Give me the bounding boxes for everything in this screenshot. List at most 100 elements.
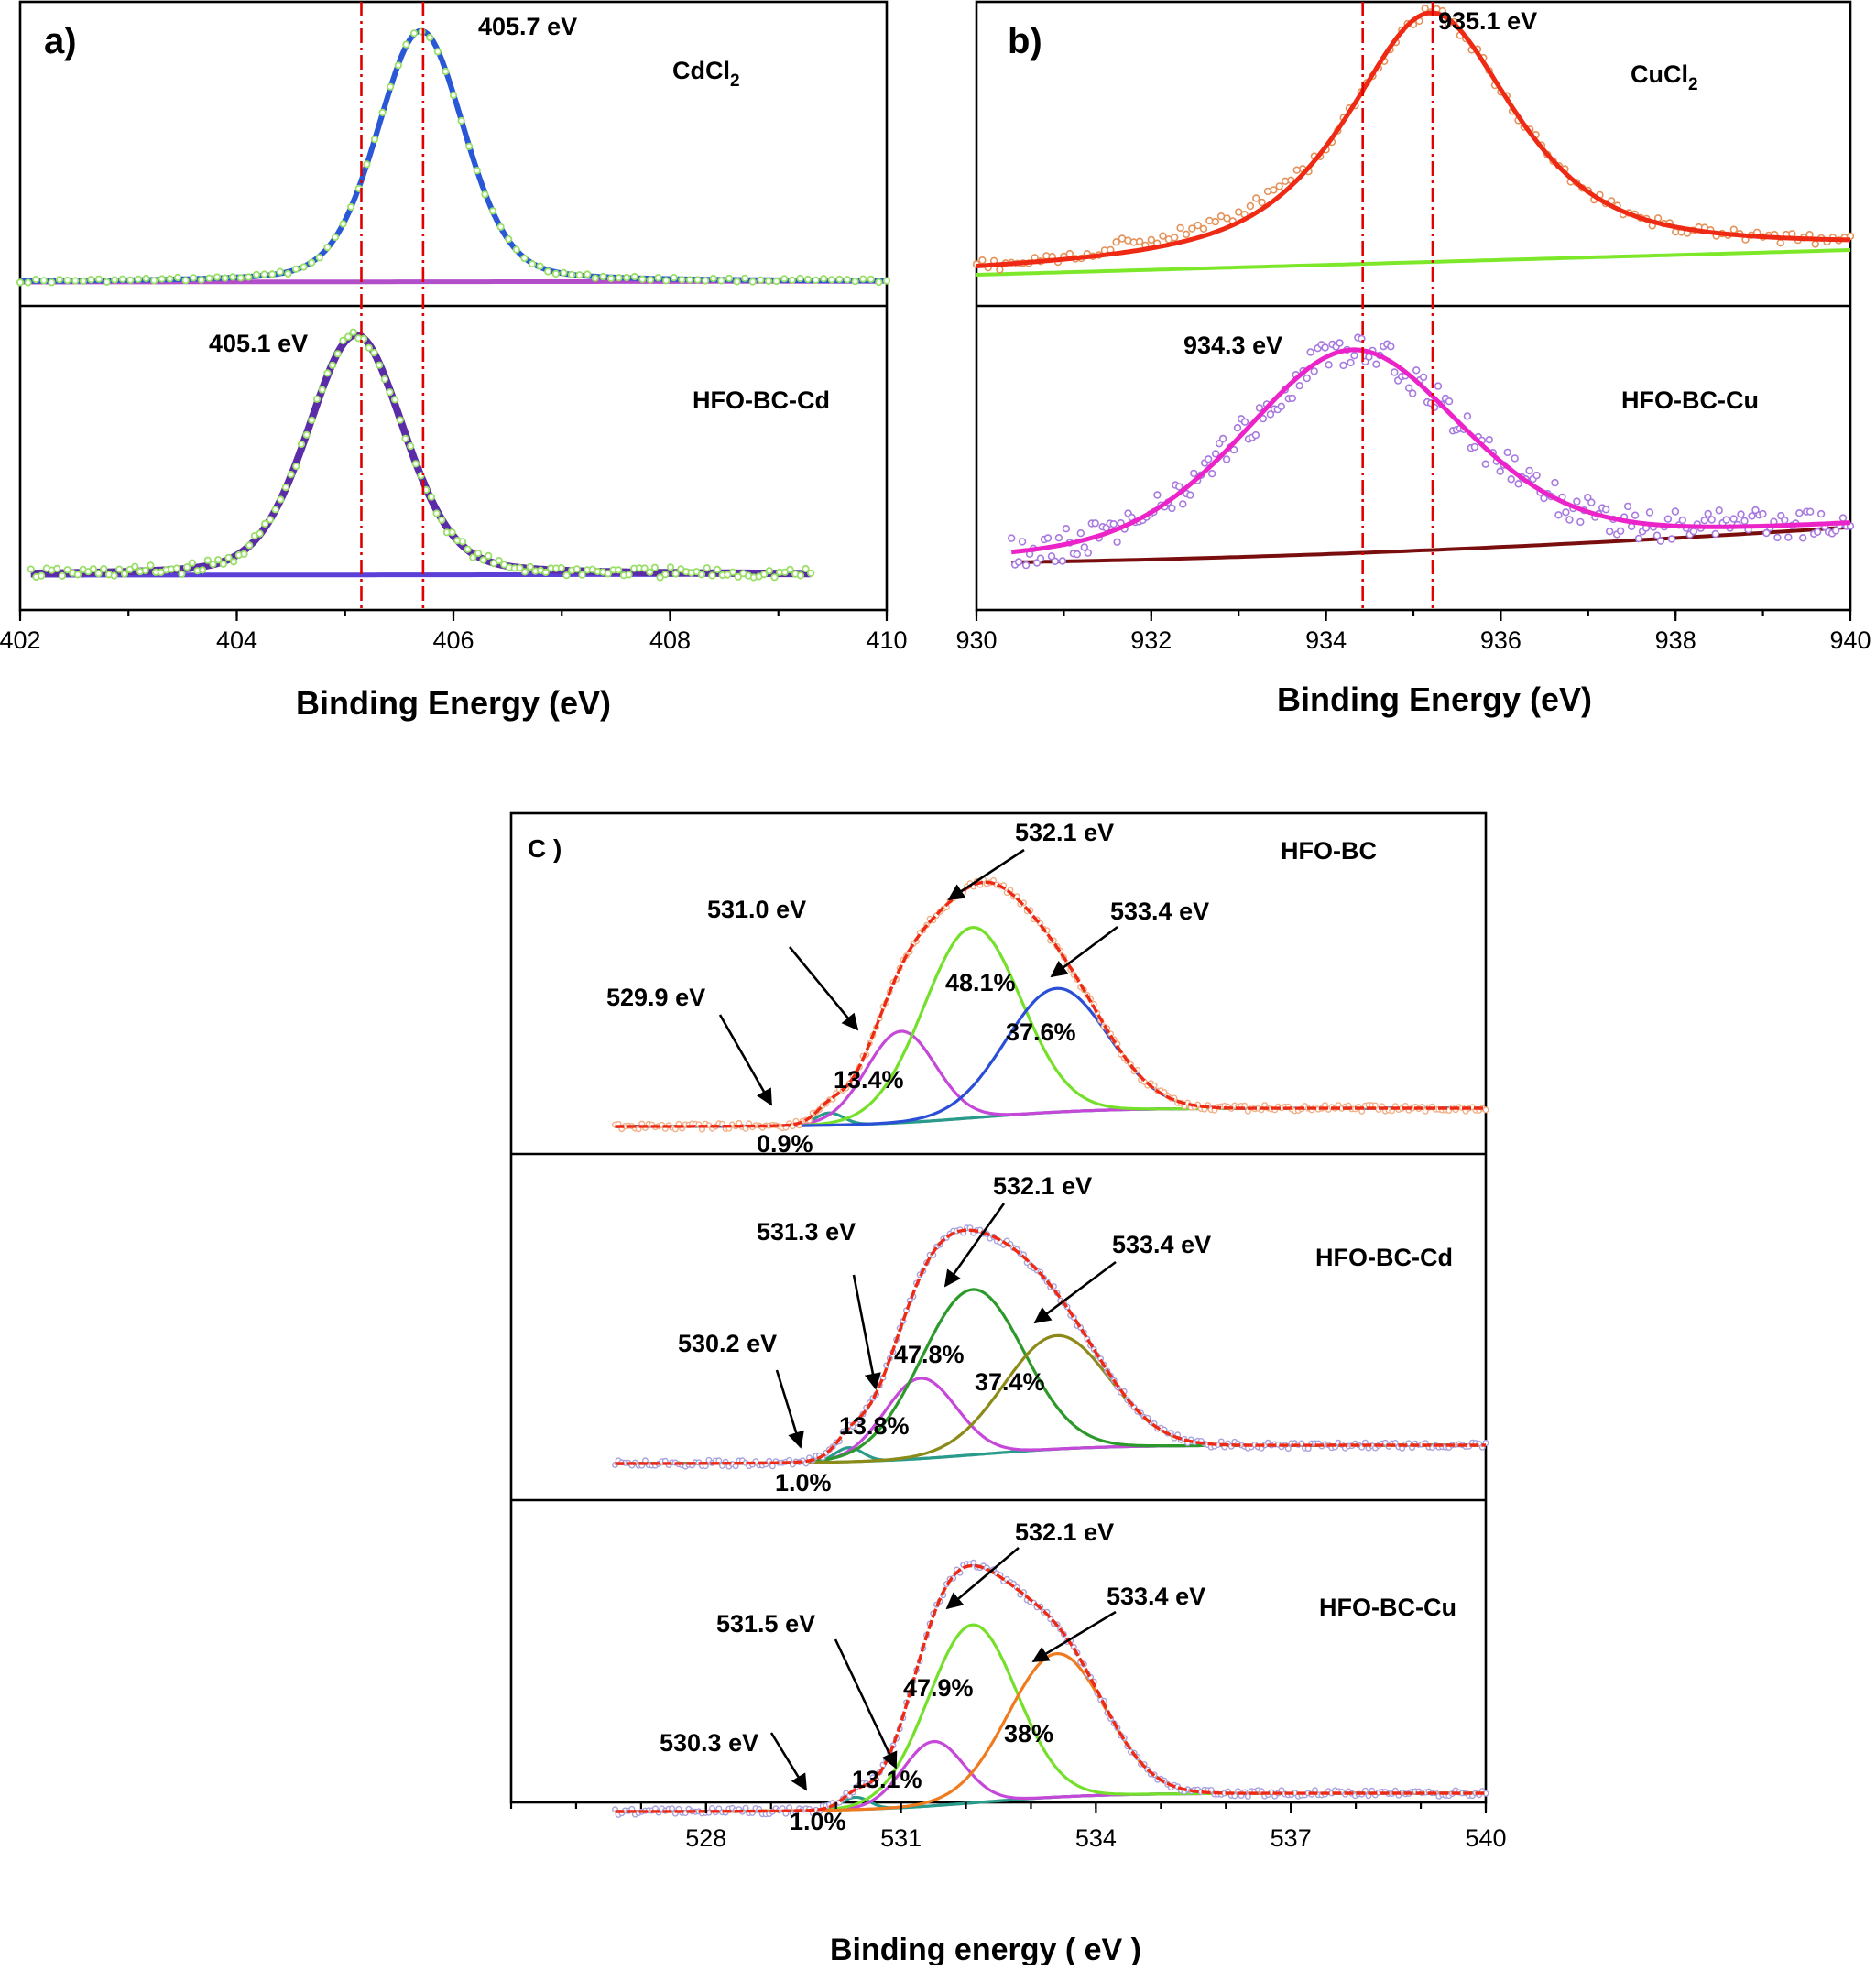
data-point — [111, 276, 119, 284]
data-point — [827, 276, 835, 284]
data-point — [708, 571, 716, 580]
data-point — [1014, 558, 1023, 566]
data-point — [308, 416, 316, 424]
data-point — [479, 556, 487, 564]
panel-a-x-ticks: 402 404 406 408 410 — [0, 610, 908, 654]
envelope-fit — [615, 1563, 1486, 1813]
data-point — [1816, 509, 1826, 518]
data-point — [209, 560, 217, 569]
data-point — [1229, 445, 1238, 454]
data-point — [859, 275, 867, 283]
data-point — [1811, 240, 1820, 248]
data-point — [516, 563, 524, 572]
data-point — [1562, 508, 1570, 517]
data-point — [1805, 507, 1815, 516]
data-point — [1408, 389, 1417, 397]
data-point — [71, 277, 80, 285]
data-point — [1310, 367, 1318, 375]
data-point — [1255, 404, 1264, 412]
data-point — [512, 245, 520, 254]
hfo-bc-cd-arrow-peak3 — [943, 1203, 1006, 1288]
hfo-bc-cd-arrows — [775, 1203, 1117, 1449]
envelope-fit — [615, 880, 1486, 1128]
data-point — [625, 571, 633, 579]
data-point — [488, 207, 497, 215]
x-tick-label: 940 — [1829, 626, 1871, 654]
data-point — [370, 136, 379, 144]
data-point — [284, 269, 292, 278]
x-tick-label: 540 — [1465, 1824, 1506, 1852]
x-tick-label: 534 — [1075, 1824, 1117, 1852]
data-point — [1054, 533, 1063, 542]
data-point — [1021, 561, 1031, 570]
panel-c-letter: C ) — [528, 834, 562, 863]
panel-b: 930 932 934 936 938 940 b) 935.1 eV CuCl2 934… — [955, 0, 1871, 718]
data-point — [394, 61, 402, 70]
data-point — [1507, 475, 1515, 484]
hfo-bc-cu-peak3-percent: 47.9% — [903, 1674, 974, 1702]
data-point — [287, 470, 295, 479]
data-point — [312, 395, 322, 403]
data-point — [1434, 382, 1443, 390]
data-point — [1051, 557, 1060, 565]
data-point — [1058, 557, 1067, 565]
data-point — [1188, 224, 1196, 233]
data-point — [448, 528, 456, 537]
data-point — [433, 48, 442, 56]
fit-curve — [30, 331, 812, 578]
data-point — [1781, 516, 1789, 525]
data-point — [1554, 511, 1563, 519]
data-point — [812, 276, 820, 284]
fit-curve — [976, 10, 1850, 268]
data-point — [1795, 508, 1804, 517]
data-point — [252, 270, 261, 278]
data-point — [496, 223, 505, 231]
data-point — [347, 202, 355, 212]
data-point — [100, 564, 108, 573]
data-point — [573, 565, 581, 573]
hfo-bc-peak3-percent: 48.1% — [945, 969, 1016, 996]
data-point — [1233, 423, 1242, 432]
data-point — [702, 277, 710, 285]
panel-a-top-peak-label: 405.7 eV — [478, 13, 577, 40]
data-point — [1222, 455, 1231, 463]
data-point — [1259, 414, 1268, 423]
data-point — [606, 274, 616, 283]
data-point — [1043, 534, 1053, 542]
data-point — [1182, 230, 1191, 239]
data-point — [803, 275, 813, 284]
data-point — [245, 273, 253, 281]
data-point — [181, 277, 190, 285]
panel-a-curves — [16, 2, 891, 610]
data-point — [219, 560, 227, 568]
data-point — [464, 545, 472, 553]
data-point — [1295, 382, 1303, 390]
data-point — [1813, 528, 1822, 536]
x-tick-label: 936 — [1480, 626, 1522, 654]
data-point — [666, 563, 675, 571]
data-point — [465, 142, 474, 150]
data-point — [39, 277, 48, 285]
data-point — [27, 565, 35, 573]
data-point — [623, 273, 631, 282]
hfo-bc-cu-peak1-percent: 1.0% — [790, 1808, 846, 1835]
hfo-bc-peak1-label: 529.9 eV — [606, 984, 705, 1011]
data-point — [1481, 460, 1490, 468]
data-point — [1737, 510, 1745, 518]
data-point — [678, 276, 686, 284]
data-point — [796, 274, 804, 283]
panel-a-bottom-sample-label: HFO-BC-Cd — [693, 386, 830, 414]
panel-c: 528 531 534 537 540 C ) HFO-BC 532.1 eV 531.… — [509, 811, 1507, 1967]
data-point — [339, 336, 347, 344]
data-point — [578, 571, 586, 579]
data-point — [315, 254, 323, 262]
data-point — [323, 243, 332, 252]
hfo-bc-cd-arrow-peak4 — [1033, 1260, 1117, 1324]
data-point — [1277, 402, 1286, 410]
data-point — [786, 565, 794, 574]
data-point — [759, 570, 769, 579]
data-point — [661, 571, 670, 579]
data-point — [670, 273, 678, 282]
data-point — [1091, 519, 1099, 528]
data-point — [115, 565, 124, 573]
